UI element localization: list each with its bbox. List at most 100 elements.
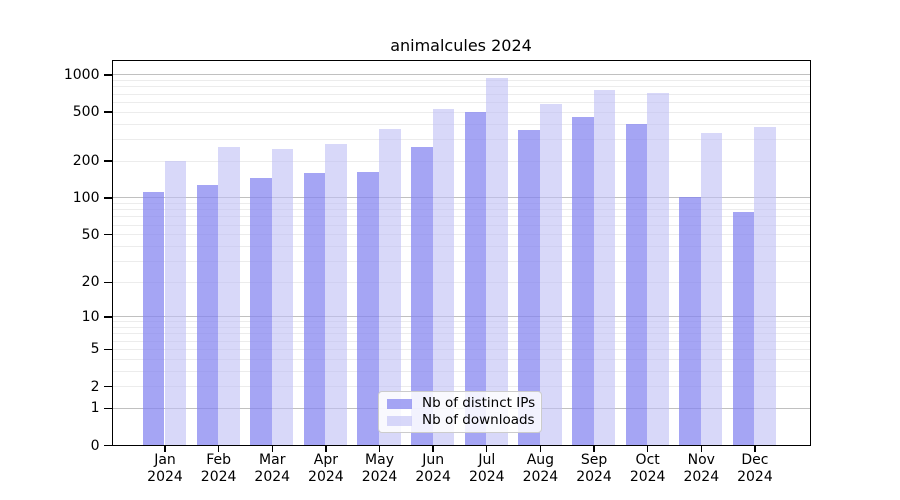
bar-nb-of-downloads-sep-2024: [593, 89, 616, 445]
y-gridline-minor-40: [113, 245, 810, 247]
y-gridline-major-10: [113, 316, 810, 318]
legend-item-distinct-ips: Nb of distinct IPs: [387, 395, 536, 411]
x-axis-label-may-2024: May 2024: [361, 451, 398, 485]
y-gridline-minor-9: [113, 321, 810, 323]
y-axis-tick-label-10: 10: [81, 308, 100, 325]
y-gridline-minor-2: [113, 386, 810, 388]
x-axis-tick-aug-2024: [539, 445, 542, 452]
y-gridline-minor-800: [113, 86, 810, 88]
chart-title: animalcules 2024: [390, 36, 532, 55]
plot-area: [112, 60, 811, 446]
x-axis-tick-jul-2024: [486, 445, 488, 452]
x-axis-tick-nov-2024: [700, 445, 702, 452]
bar-nb-of-distinct-ips-apr-2024: [303, 173, 326, 445]
x-axis-tick-mar-2024: [271, 445, 273, 452]
y-gridline-minor-7: [113, 333, 810, 335]
bar-nb-of-distinct-ips-sep-2024: [571, 117, 594, 445]
x-axis-tick-jun-2024: [432, 445, 434, 452]
y-axis-tick-1000: [104, 74, 112, 76]
y-axis-tick-label-0: 0: [90, 437, 100, 454]
x-axis-label-sep-2024: Sep 2024: [576, 451, 612, 485]
y-gridline-minor-4: [113, 358, 810, 360]
y-gridline-minor-70: [113, 216, 810, 218]
bar-nb-of-distinct-ips-nov-2024: [679, 197, 701, 445]
bar-nb-of-distinct-ips-jan-2024: [142, 192, 165, 445]
bar-nb-of-distinct-ips-jul-2024: [464, 111, 487, 445]
y-axis-tick-2: [104, 385, 112, 388]
y-axis-tick-10: [104, 316, 112, 318]
bar-nb-of-downloads-jan-2024: [164, 161, 187, 445]
bar-nb-of-downloads-mar-2024: [271, 148, 294, 445]
y-axis-tick-label-200: 200: [72, 153, 100, 170]
bar-nb-of-downloads-feb-2024: [218, 146, 240, 445]
y-axis-tick-100: [104, 197, 112, 199]
bar-nb-of-downloads-aug-2024: [539, 103, 562, 445]
y-gridline-minor-20: [113, 281, 810, 283]
bar-nb-of-downloads-dec-2024: [754, 126, 777, 445]
bar-nb-of-downloads-nov-2024: [700, 133, 723, 445]
plot-inner: [113, 61, 810, 445]
y-gridline-minor-500: [113, 111, 810, 113]
y-axis-tick-50: [104, 233, 112, 236]
y-gridline-minor-5: [113, 348, 810, 350]
x-axis-label-dec-2024: Dec 2024: [737, 451, 773, 485]
y-axis-tick-20: [104, 281, 112, 283]
bar-nb-of-distinct-ips-mar-2024: [250, 178, 272, 445]
legend-label-downloads: Nb of downloads: [422, 412, 535, 428]
y-gridline-minor-50: [113, 234, 810, 236]
x-axis-tick-jan-2024: [164, 445, 166, 452]
y-axis-tick-200: [104, 160, 112, 162]
y-axis-tick-500: [104, 111, 112, 113]
bar-nb-of-distinct-ips-jun-2024: [411, 146, 433, 445]
bar-nb-of-downloads-oct-2024: [647, 93, 669, 445]
y-axis-tick-0: [104, 444, 112, 447]
legend-swatch-distinct-ips: [387, 398, 412, 409]
y-gridline-minor-600: [113, 101, 810, 103]
y-axis-tick-label-1000: 1000: [63, 66, 100, 83]
y-axis-tick-5: [104, 348, 112, 351]
y-axis-tick-label-1: 1: [90, 400, 100, 417]
y-gridline-minor-300: [113, 138, 810, 140]
y-axis-tick-label-50: 50: [81, 226, 100, 243]
x-axis-label-mar-2024: Mar 2024: [254, 451, 291, 485]
bar-nb-of-downloads-jun-2024: [432, 109, 455, 445]
legend-label-distinct-ips: Nb of distinct IPs: [422, 395, 536, 411]
y-gridline-minor-3: [113, 370, 810, 372]
y-gridline-minor-80: [113, 209, 810, 211]
bar-nb-of-downloads-jul-2024: [486, 78, 508, 445]
y-gridline-major-1000: [113, 74, 810, 76]
y-axis-tick-label-20: 20: [81, 274, 100, 291]
x-axis-tick-apr-2024: [325, 445, 327, 452]
bar-nb-of-distinct-ips-may-2024: [357, 171, 379, 445]
bar-nb-of-distinct-ips-dec-2024: [732, 212, 755, 445]
y-gridline-major-100: [113, 197, 810, 199]
x-axis-tick-oct-2024: [646, 445, 649, 452]
bar-nb-of-distinct-ips-feb-2024: [196, 184, 219, 445]
y-gridline-minor-6: [113, 340, 810, 342]
bar-nb-of-downloads-apr-2024: [325, 144, 347, 445]
x-axis-label-oct-2024: Oct 2024: [629, 451, 666, 485]
x-axis-label-apr-2024: Apr 2024: [308, 451, 344, 485]
y-gridline-minor-700: [113, 93, 810, 95]
x-axis-label-nov-2024: Nov 2024: [683, 451, 720, 485]
x-axis-label-jul-2024: Jul 2024: [468, 451, 505, 485]
y-gridline-minor-400: [113, 123, 810, 125]
x-axis-tick-may-2024: [378, 445, 381, 452]
legend: Nb of distinct IPs Nb of downloads: [378, 391, 542, 433]
x-axis-tick-feb-2024: [217, 445, 220, 452]
y-axis-tick-1: [104, 407, 112, 409]
x-axis-tick-dec-2024: [754, 445, 756, 452]
y-gridline-minor-200: [113, 160, 810, 162]
y-gridline-minor-90: [113, 203, 810, 205]
y-gridline-minor-8: [113, 327, 810, 329]
bar-nb-of-downloads-may-2024: [379, 128, 401, 445]
bar-nb-of-distinct-ips-oct-2024: [625, 124, 648, 445]
y-axis-tick-label-2: 2: [90, 378, 100, 395]
legend-swatch-downloads: [387, 415, 412, 426]
x-axis-tick-sep-2024: [593, 445, 595, 452]
y-gridline-minor-900: [113, 80, 810, 82]
y-gridline-minor-30: [113, 260, 810, 262]
y-gridline-minor-60: [113, 224, 810, 226]
x-axis-label-jun-2024: Jun 2024: [415, 451, 451, 485]
bar-nb-of-distinct-ips-aug-2024: [518, 129, 540, 445]
